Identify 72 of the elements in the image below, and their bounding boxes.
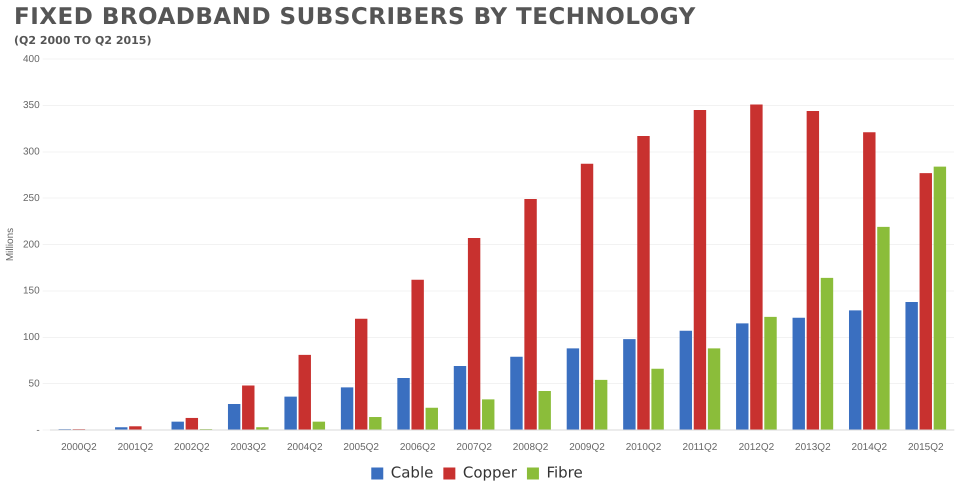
x-tick-label: 2012Q2 [738, 442, 775, 453]
y-axis-title: Millions [4, 228, 16, 262]
bar [354, 318, 368, 430]
bar [848, 310, 862, 430]
bar [228, 404, 240, 430]
bar [454, 366, 466, 430]
bar [369, 417, 382, 430]
bar [129, 426, 142, 430]
bar [426, 408, 438, 430]
bar [694, 110, 706, 430]
x-tick-label: 2015Q2 [908, 442, 944, 453]
bar [820, 278, 834, 430]
x-tick-label: 2000Q2 [61, 442, 98, 453]
bar [680, 330, 692, 430]
y-tick-label: 50 [28, 378, 40, 390]
bar [312, 422, 326, 430]
y-tick-label: 250 [22, 192, 40, 204]
bar [510, 356, 523, 430]
bar [186, 418, 198, 430]
y-tick-label: 350 [22, 100, 40, 112]
y-tick-label: 100 [22, 332, 40, 343]
y-tick-label: 200 [22, 239, 40, 250]
bar [708, 348, 720, 430]
x-tick-label: 2013Q2 [795, 442, 832, 453]
chart-subtitle: (Q2 2000 TO Q2 2015) [14, 34, 152, 47]
bar [750, 104, 763, 430]
x-tick-label: 2014Q2 [852, 442, 888, 453]
legend-label: Cable [390, 463, 434, 482]
bar [905, 302, 918, 430]
x-tick-label: 2005Q2 [343, 442, 380, 453]
y-tick-label: 400 [22, 54, 40, 65]
bar [172, 422, 184, 430]
chart-title: FIXED BROADBAND SUBSCRIBERS BY TECHNOLOGY [14, 4, 696, 30]
bar [284, 396, 297, 430]
y-tick-label: 150 [22, 286, 40, 297]
bar [524, 199, 537, 430]
bar [651, 368, 664, 430]
x-tick-label: 2003Q2 [230, 442, 267, 453]
bar [863, 132, 876, 430]
bar [482, 399, 494, 430]
x-tick-label: 2008Q2 [512, 442, 549, 453]
bar [411, 280, 424, 430]
x-tick-label: 2010Q2 [626, 442, 662, 453]
bar [566, 348, 580, 430]
bar [340, 387, 354, 430]
y-tick-label: 300 [22, 146, 40, 158]
bar [580, 164, 594, 430]
bar [792, 318, 805, 430]
bar [468, 238, 480, 430]
bar [637, 136, 650, 430]
bar [397, 378, 410, 430]
bar [242, 385, 254, 430]
legend-label: Copper [462, 463, 518, 482]
bar [594, 380, 608, 430]
x-tick-label: 2002Q2 [174, 442, 210, 453]
x-tick-label: 2009Q2 [569, 442, 606, 453]
x-tick-label: 2011Q2 [682, 442, 718, 453]
bar [736, 323, 748, 430]
bar [877, 226, 890, 430]
x-tick-label: 2007Q2 [456, 442, 492, 453]
bar [623, 339, 636, 430]
bar [298, 354, 311, 430]
bar [934, 166, 946, 430]
x-tick-label: 2004Q2 [286, 442, 323, 453]
bar [920, 173, 932, 430]
x-tick-label: 2001Q2 [118, 442, 154, 453]
legend-label: Fibre [546, 463, 583, 482]
bar [764, 316, 777, 430]
bar [806, 110, 820, 430]
bar [538, 391, 551, 430]
y-tick-label: - [36, 424, 40, 436]
x-tick-label: 2006Q2 [400, 442, 436, 453]
